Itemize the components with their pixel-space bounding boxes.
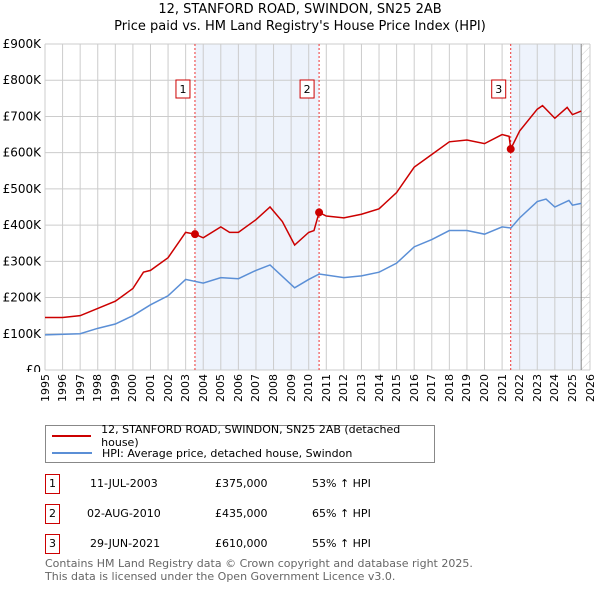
footer-line-1: Contains HM Land Registry data © Crown c… <box>45 557 473 570</box>
y-tick-label: £100K <box>3 327 43 341</box>
x-tick-label: 2001 <box>143 374 157 402</box>
sale-label: 3 <box>495 83 502 96</box>
x-tick-label: 1996 <box>56 374 70 402</box>
y-tick-label: £900K <box>3 37 43 51</box>
legend-swatch <box>52 435 92 437</box>
x-tick-label: 2012 <box>337 374 351 402</box>
x-tick-label: 1997 <box>73 374 87 402</box>
y-tick-label: £700K <box>3 109 43 123</box>
sale-label-box <box>299 79 315 99</box>
y-tick-label: £800K <box>3 73 43 87</box>
x-tick-label: 2023 <box>530 374 544 402</box>
footer-line-2: This data is licensed under the Open Gov… <box>45 570 396 583</box>
sale-label: 1 <box>179 83 186 96</box>
y-tick-label: £400K <box>3 218 43 232</box>
x-tick-label: 2009 <box>284 374 298 402</box>
x-tick-label: 2019 <box>460 374 474 402</box>
x-tick-label: 2026 <box>583 374 597 402</box>
x-tick-label: 2017 <box>425 374 439 402</box>
x-tick-label: 2016 <box>407 374 421 402</box>
x-tick-label: 2025 <box>565 374 579 402</box>
legend-item-property: 12, STANFORD ROAD, SWINDON, SN25 2AB (de… <box>52 423 434 449</box>
sale-label: 2 <box>304 83 311 96</box>
x-tick-label: 2008 <box>267 374 281 402</box>
x-tick-label: 2020 <box>478 374 492 402</box>
y-tick-label: £200K <box>3 291 43 305</box>
series-line <box>44 198 582 336</box>
x-tick-label: 2014 <box>372 374 386 402</box>
x-tick-label: 2003 <box>179 374 193 402</box>
x-tick-label: 2007 <box>249 374 263 402</box>
shade-region <box>194 44 320 370</box>
legend-label: 12, STANFORD ROAD, SWINDON, SN25 2AB (de… <box>101 423 401 449</box>
sale-number: 3 <box>45 534 60 554</box>
x-tick-label: 2005 <box>214 374 228 402</box>
y-tick-label: £0 <box>26 363 41 372</box>
x-tick-label: 1995 <box>38 374 52 402</box>
x-tick-label: 2010 <box>302 374 316 402</box>
plot-area: £0 £100K £200K £300K £400K £500K £600K £700K £80… <box>3 37 591 372</box>
sale-point <box>506 145 515 154</box>
legend-swatch <box>52 452 92 454</box>
legend-item-hpi: HPI: Average price, detached house, Swin… <box>52 445 352 461</box>
x-tick-label: 2004 <box>196 374 210 402</box>
y-tick-label: £300K <box>3 254 43 268</box>
x-tick-label: 2011 <box>319 374 333 402</box>
sale-row: 1 11-JUL-2003 £375,000 53% ↑ HPI <box>45 474 465 494</box>
sale-row: 3 29-JUN-2021 £610,000 55% ↑ HPI <box>45 534 465 554</box>
sale-label-box <box>175 79 191 99</box>
sale-label-box <box>491 79 507 99</box>
sale-point <box>315 208 324 217</box>
x-tick-label: 2002 <box>161 374 175 402</box>
y-tick-label: £500K <box>3 182 43 196</box>
x-tick-label: 2006 <box>231 374 245 402</box>
x-tick-label: 2018 <box>442 374 456 402</box>
legend: 12, STANFORD ROAD, SWINDON, SN25 2AB (de… <box>45 423 435 463</box>
sale-date: 02-AUG-2010 <box>87 507 161 520</box>
x-tick-label: 1999 <box>108 374 122 402</box>
sale-number: 2 <box>45 504 60 524</box>
future-hatch <box>581 44 590 370</box>
shade-region <box>510 44 582 370</box>
y-tick-label: £600K <box>3 146 43 160</box>
sale-hpi: 65% ↑ HPI <box>312 507 371 520</box>
x-tick-label: 2015 <box>390 374 404 402</box>
x-tick-label: 2013 <box>354 374 368 402</box>
x-tick-label: 2024 <box>548 374 562 402</box>
x-tick-label: 1998 <box>91 374 105 402</box>
x-tick-label: 2022 <box>513 374 527 402</box>
chart-subtitle: Price paid vs. HM Land Registry's House … <box>114 19 486 34</box>
sale-hpi: 53% ↑ HPI <box>312 477 371 490</box>
sale-price: £435,000 <box>215 507 268 520</box>
sale-number: 1 <box>45 474 60 494</box>
sale-date: 29-JUN-2021 <box>90 537 161 550</box>
x-tick-label: 2000 <box>126 374 140 402</box>
sale-price: £610,000 <box>215 537 268 550</box>
sale-date: 11-JUL-2003 <box>90 477 158 490</box>
sale-price: £375,000 <box>215 477 268 490</box>
sale-hpi: 55% ↑ HPI <box>312 537 371 550</box>
sale-point <box>190 230 199 239</box>
x-tick-label: 2021 <box>495 374 509 402</box>
sale-row: 2 02-AUG-2010 £435,000 65% ↑ HPI <box>45 504 465 524</box>
legend-label: HPI: Average price, detached house, Swin… <box>102 446 353 460</box>
chart-title: 12, STANFORD ROAD, SWINDON, SN25 2AB <box>158 2 442 17</box>
